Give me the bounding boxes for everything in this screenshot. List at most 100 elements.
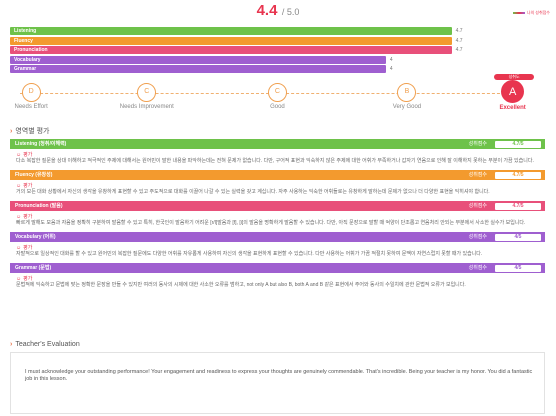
smile-icon: ☺ <box>16 152 22 158</box>
score-label: 성취점수 <box>468 265 487 271</box>
skill-bar-label: Fluency <box>14 37 33 44</box>
section-title: › 영역별 평가 <box>10 126 50 136</box>
chevron-right-icon: › <box>10 341 13 348</box>
score-badge: 4.7/5 <box>495 140 541 148</box>
skill-bar-row: Pronunciation 4.7 <box>10 46 545 54</box>
evaluation-heading-text: 평가 <box>23 152 33 158</box>
skill-bar-label: Grammar <box>14 66 37 72</box>
score-badge: 4/5 <box>495 264 541 272</box>
evaluation-text: 빠르게 말해도 모음과 자음을 정확히 구분하여 발음할 수 있고 특히, 한국… <box>16 220 526 226</box>
evaluation-text: 자발적으로 일상적인 대화를 할 수 있고 원어민의 복잡한 질문에도 다양한 … <box>16 251 483 257</box>
legend-swatch <box>512 12 525 14</box>
teacher-evaluation-box: I must acknowledge your outstanding perf… <box>10 352 545 414</box>
grade-circle: B <box>397 83 417 102</box>
evaluation-block-body: ☺ 평가 빠르게 말해도 모음과 자음을 정확히 구분하여 발음할 수 있고 특히,… <box>10 211 545 230</box>
grade-circle: C <box>267 83 287 102</box>
grade-label: Needs Improvement <box>119 104 174 110</box>
chevron-right-icon: › <box>10 128 13 135</box>
teacher-evaluation-text: I must acknowledge your outstanding perf… <box>25 369 533 382</box>
evaluation-heading: ☺ 평가 <box>16 151 539 158</box>
grade-letter: A <box>508 86 517 98</box>
skill-bar-fill <box>10 36 452 45</box>
grade-label: Needs Effort <box>14 104 48 110</box>
evaluation-text: 다소 복잡한 질문을 상대 이해하고 적극적인 주제에 대해서는 원어민이 말한… <box>16 158 534 164</box>
evaluation-area-name: Pronunciation (발음) <box>15 203 63 209</box>
evaluation-heading: ☺ 평가 <box>16 244 539 251</box>
evaluation-heading: ☺ 평가 <box>16 275 539 282</box>
grade-letter: C <box>144 88 150 95</box>
skill-bar-row: Fluency 4.7 <box>10 36 545 45</box>
score-badge: 4/5 <box>495 233 541 241</box>
skill-bar-fill <box>10 46 452 54</box>
smile-icon: ☺ <box>16 276 22 282</box>
skill-bar-fill <box>10 27 452 35</box>
evaluation-block-body: ☺ 평가 문법적에 익숙하고 문법에 맞는 정확한 문장을 만들 수 있지만 여러의… <box>10 273 545 292</box>
evaluation-area-name: Vocabulary (어휘) <box>15 234 56 240</box>
evaluation-heading: ☺ 평가 <box>16 213 539 220</box>
overall-score: 4.4 / 5.0 <box>0 2 556 20</box>
smile-icon: ☺ <box>16 183 22 189</box>
score-badge: 4.7/5 <box>495 202 541 210</box>
evaluation-heading-text: 평가 <box>23 183 33 189</box>
evaluation-block: Listening (청취/이해력) 성취점수 4.7/5 ☺ 평가 다소 복잡한 질문을… <box>10 139 545 168</box>
score-label: 성취점수 <box>468 203 487 209</box>
smile-icon: ☺ <box>16 214 22 220</box>
teacher-evaluation-title: › Teacher's Evaluation <box>10 341 80 348</box>
evaluation-heading: ☺ 평가 <box>16 182 539 189</box>
skill-bar-label: Listening <box>14 28 37 34</box>
grade-label: Excellent <box>499 105 526 111</box>
evaluation-blocks: Listening (청취/이해력) 성취점수 4.7/5 ☺ 평가 다소 복잡한 질문을… <box>10 139 545 294</box>
evaluation-heading-text: 평가 <box>23 214 33 220</box>
evaluation-block-body: ☺ 평가 거의 모든 대화 상황에서 자신의 생각을 유창하게 표현할 수 있고 주… <box>10 180 545 199</box>
grade-label: Very Good <box>392 104 422 110</box>
grade-excellent: A 성취도 Excellent <box>473 74 553 111</box>
evaluation-block-header: Listening (청취/이해력) 성취점수 4.7/5 <box>10 139 545 149</box>
evaluation-block-header: Grammar (문법) 성취점수 4/5 <box>10 263 545 273</box>
skill-bar-label: Pronunciation <box>14 47 48 53</box>
skill-bar-value: 4 <box>389 66 393 72</box>
skill-bar-value: 4.7 <box>455 37 463 44</box>
grade-tag: 성취도 <box>494 74 535 80</box>
grade-very-good: B Very Good <box>367 83 447 110</box>
grade-letter: C <box>274 88 280 95</box>
skill-bar-fill <box>10 65 386 73</box>
grade-scale: D Needs Effort C Needs Improvement C Good B Ver… <box>0 74 556 115</box>
grade-good: C Good <box>237 83 317 110</box>
evaluation-heading-text: 평가 <box>23 245 33 251</box>
score-label: 성취점수 <box>468 141 487 147</box>
grade-needs-effort: D Needs Effort <box>0 83 71 110</box>
score-label: 성취점수 <box>468 234 487 240</box>
evaluation-block-body: ☺ 평가 다소 복잡한 질문을 상대 이해하고 적극적인 주제에 대해서는 원어민이… <box>10 149 545 168</box>
skill-bar-value: 4.7 <box>455 47 463 53</box>
legend-label: 나의 성취점수 <box>526 10 550 15</box>
grade-scale-line <box>20 93 510 94</box>
evaluation-area-name: Listening (청취/이해력) <box>15 141 67 147</box>
grade-letter: B <box>404 88 410 95</box>
grade-needs-improvement: C Needs Improvement <box>107 83 187 110</box>
grade-circle: C <box>137 83 157 102</box>
evaluation-block-body: ☺ 평가 자발적으로 일상적인 대화를 할 수 있고 원어민의 복잡한 질문에도 다… <box>10 242 545 261</box>
section-title-text: 영역별 평가 <box>15 128 50 135</box>
skill-bars: Listening 4.7 Fluency 4.7 Pronunciation 4.7 Vo… <box>10 27 545 75</box>
evaluation-text: 문법적에 익숙하고 문법에 맞는 정확한 문장을 만들 수 있지만 여러의 동사… <box>16 282 466 288</box>
score-label: 성취점수 <box>468 172 487 178</box>
skill-bar-row: Vocabulary 4 <box>10 55 545 64</box>
skill-bar-row: Listening 4.7 <box>10 27 545 35</box>
overall-score-total: / 5.0 <box>281 7 300 17</box>
evaluation-heading-text: 평가 <box>23 276 33 282</box>
grade-label: Good <box>270 104 285 110</box>
evaluation-text: 거의 모든 대화 상황에서 자신의 생각을 유창하게 표현할 수 있고 주도적으… <box>16 189 490 195</box>
evaluation-block: Fluency (유창성) 성취점수 4.7/5 ☺ 평가 거의 모든 대화 상황에서 자… <box>10 170 545 199</box>
overall-score-value: 4.4 <box>256 2 278 19</box>
evaluation-area-name: Grammar (문법) <box>15 265 52 271</box>
chart-legend: 나의 성취점수 <box>512 10 550 16</box>
skill-bar-row: Grammar 4 <box>10 65 545 73</box>
grade-circle: A 성취도 <box>494 74 535 103</box>
evaluation-block-header: Fluency (유창성) 성취점수 4.7/5 <box>10 170 545 180</box>
evaluation-block: Vocabulary (어휘) 성취점수 4/5 ☺ 평가 자발적으로 일상적인 대화를 … <box>10 232 545 261</box>
smile-icon: ☺ <box>16 245 22 251</box>
skill-bar-fill <box>10 55 386 64</box>
skill-bar-label: Vocabulary <box>14 56 41 63</box>
grade-letter: D <box>28 88 34 95</box>
skill-bar-value: 4.7 <box>455 28 463 34</box>
